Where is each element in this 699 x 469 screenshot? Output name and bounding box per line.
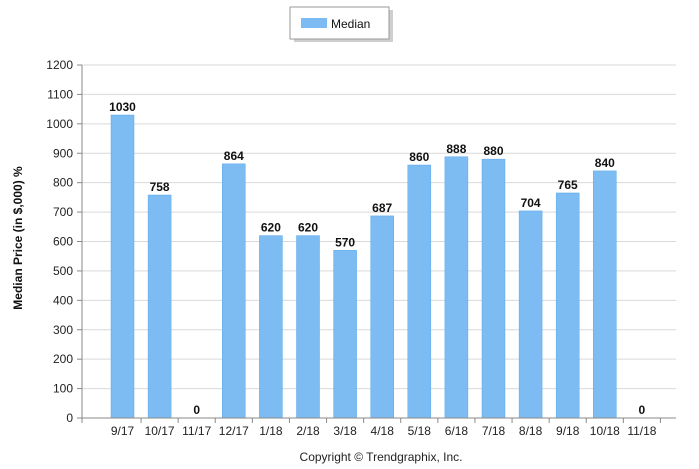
y-tick-label-900: 900 bbox=[53, 146, 73, 160]
data-label-2/18: 620 bbox=[298, 221, 318, 235]
bar-10/17 bbox=[147, 194, 172, 419]
data-label-11/18: 0 bbox=[639, 403, 646, 417]
bar-6/18 bbox=[444, 156, 469, 419]
bar-12/17 bbox=[222, 163, 246, 419]
y-tick-label-1000: 1000 bbox=[46, 117, 73, 131]
x-tick-label-12/17: 12/17 bbox=[219, 424, 249, 438]
bar-10/18 bbox=[593, 170, 617, 419]
data-label-7/18: 880 bbox=[483, 144, 503, 158]
y-tick-label-1100: 1100 bbox=[47, 87, 73, 101]
x-tick-label-11/17: 11/17 bbox=[182, 424, 211, 438]
y-axis-title: Median Price (in $,000) % bbox=[11, 166, 25, 310]
x-tick-label-7/18: 7/18 bbox=[482, 424, 506, 438]
data-label-12/17: 864 bbox=[224, 149, 244, 163]
bar-3/18 bbox=[333, 250, 357, 419]
legend: Median bbox=[289, 6, 393, 42]
data-label-10/18: 840 bbox=[595, 156, 615, 170]
x-tick-label-9/18: 9/18 bbox=[556, 424, 580, 438]
y-tick-label-400: 400 bbox=[53, 293, 73, 307]
data-labels: 1030 758 0 864 620 620 570 687 860 888 880 704 765 84… bbox=[109, 100, 645, 417]
bar-8/18 bbox=[518, 210, 543, 419]
bars bbox=[110, 114, 617, 419]
y-tick-label-700: 700 bbox=[53, 205, 73, 219]
y-tick-label-100: 100 bbox=[53, 382, 73, 396]
bar-4/18 bbox=[370, 215, 394, 419]
legend-swatch-median bbox=[301, 18, 327, 28]
data-label-9/17: 1030 bbox=[109, 100, 136, 114]
y-tick-label-800: 800 bbox=[53, 176, 73, 190]
x-tick-labels: 9/17 10/17 11/17 12/17 1/18 2/18 3/18 4/18 5/18 6… bbox=[111, 424, 657, 438]
data-label-4/18: 687 bbox=[372, 201, 392, 215]
x-tick-label-9/17: 9/17 bbox=[111, 424, 135, 438]
x-tick-label-2/18: 2/18 bbox=[296, 424, 320, 438]
data-label-3/18: 570 bbox=[335, 235, 355, 249]
x-tick-label-1/18: 1/18 bbox=[259, 424, 283, 438]
data-label-8/18: 704 bbox=[521, 196, 541, 210]
bar-7/18 bbox=[481, 158, 506, 419]
data-label-6/18: 888 bbox=[446, 142, 466, 156]
x-tick-label-6/18: 6/18 bbox=[445, 424, 469, 438]
data-label-5/18: 860 bbox=[409, 150, 429, 164]
axes bbox=[81, 65, 676, 423]
y-tick-label-300: 300 bbox=[53, 323, 73, 337]
bar-9/18 bbox=[555, 192, 580, 419]
bar-5/18 bbox=[407, 164, 432, 419]
data-label-10/17: 758 bbox=[150, 180, 170, 194]
data-label-9/18: 765 bbox=[558, 178, 578, 192]
y-tick-label-0: 0 bbox=[66, 411, 73, 425]
data-label-11/17: 0 bbox=[193, 403, 200, 417]
y-tick-label-500: 500 bbox=[53, 264, 73, 278]
x-tick-label-8/18: 8/18 bbox=[519, 424, 543, 438]
legend-label-median: Median bbox=[331, 17, 370, 31]
y-tick-label-600: 600 bbox=[53, 235, 73, 249]
x-tick-label-11/18: 11/18 bbox=[627, 424, 656, 438]
bar-1/18 bbox=[259, 235, 283, 419]
bar-2/18 bbox=[296, 235, 320, 419]
x-tick-label-4/18: 4/18 bbox=[371, 424, 395, 438]
copyright-text: Copyright © Trendgraphix, Inc. bbox=[300, 450, 463, 464]
data-label-1/18: 620 bbox=[261, 221, 281, 235]
x-tick-label-10/17: 10/17 bbox=[145, 424, 175, 438]
x-tick-label-5/18: 5/18 bbox=[408, 424, 432, 438]
x-tick-label-10/18: 10/18 bbox=[590, 424, 620, 438]
bar-9/17 bbox=[110, 114, 135, 419]
x-tick-label-3/18: 3/18 bbox=[333, 424, 357, 438]
y-tick-label-1200: 1200 bbox=[46, 58, 73, 72]
y-tick-label-200: 200 bbox=[53, 352, 73, 366]
y-tick-labels: 0 100 200 300 400 500 600 700 800 900 1000 1100 1200 bbox=[46, 58, 73, 425]
